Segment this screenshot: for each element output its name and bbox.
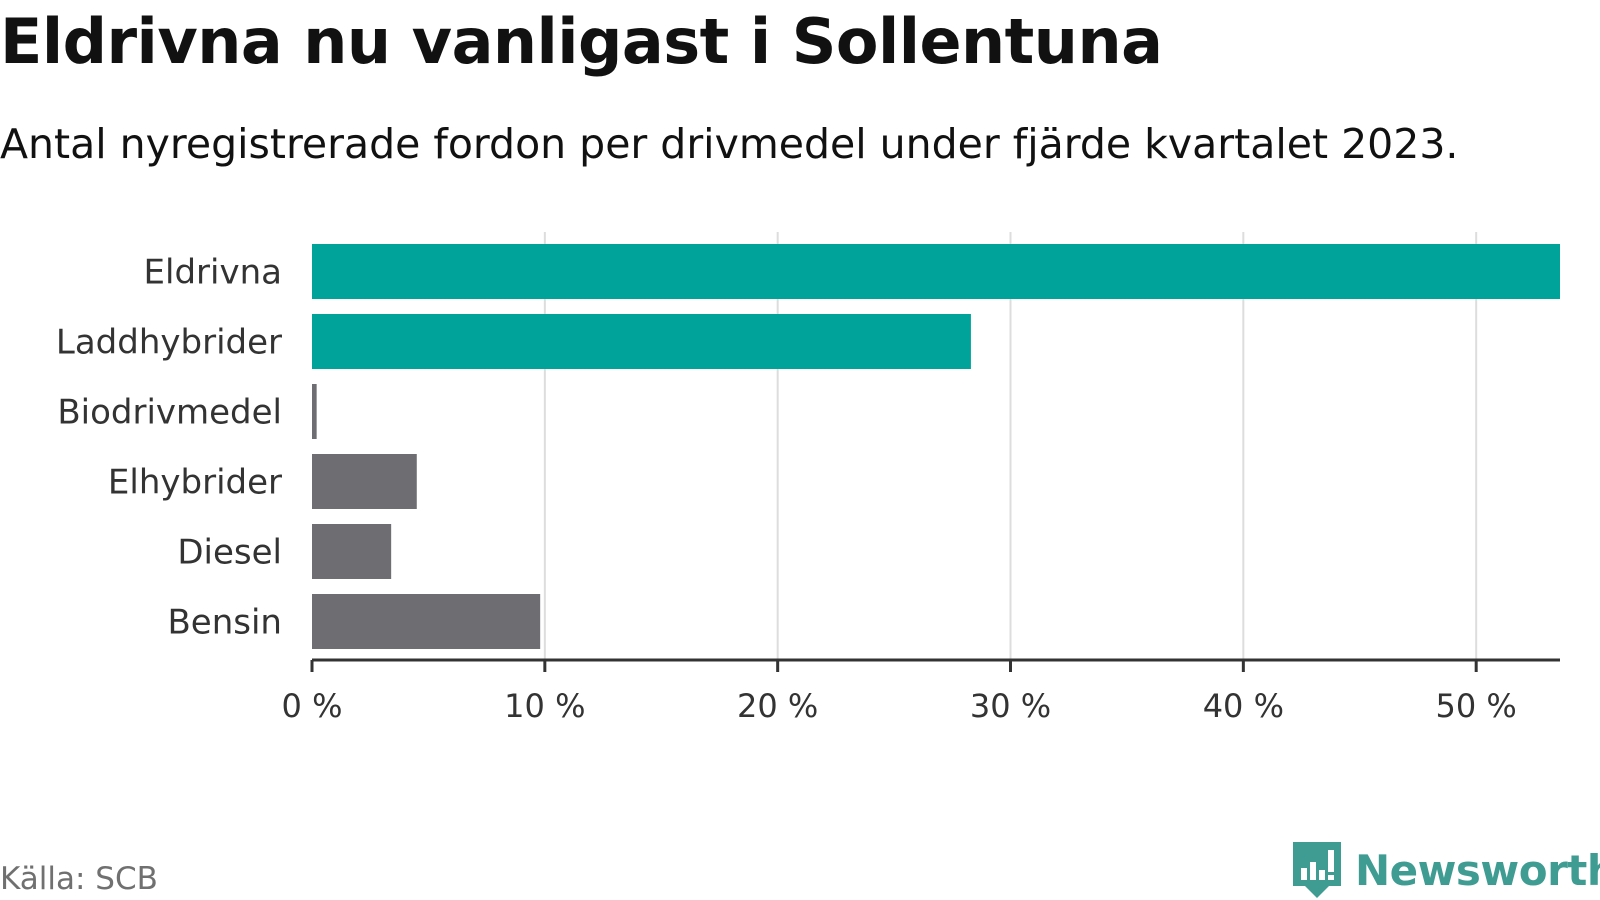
bar-biodrivmedel <box>312 384 317 439</box>
chart-subtitle: Antal nyregistrerade fordon per drivmede… <box>0 120 1459 168</box>
bar-chart: Eldrivna Laddhybrider Biodrivmedel Elhybrid… <box>56 232 1560 725</box>
category-labels: Eldrivna Laddhybrider Biodrivmedel Elhybrid… <box>56 253 282 643</box>
bar-bensin <box>312 594 541 649</box>
brand-logo: Newsworthy <box>1291 840 1600 900</box>
chart-title: Eldrivna nu vanligast i Sollentuna <box>0 5 1163 78</box>
brand-name: Newsworthy <box>1355 845 1600 895</box>
x-axis: 0 % 10 % 20 % 30 % 40 % 50 % <box>282 658 1560 725</box>
bar-eldrivna <box>312 244 1560 299</box>
x-tick-label-1: 10 % <box>504 687 585 725</box>
x-tick-label-4: 40 % <box>1203 687 1284 725</box>
bar-elhybrider <box>312 454 417 509</box>
category-label-elhybrider: Elhybrider <box>108 463 282 503</box>
category-label-diesel: Diesel <box>177 533 282 573</box>
source-note: Källa: SCB <box>0 861 158 897</box>
bars <box>312 244 1560 649</box>
newsworthy-logo-icon <box>1293 842 1341 898</box>
bar-diesel <box>312 524 392 579</box>
category-label-bensin: Bensin <box>167 603 282 643</box>
grid-lines <box>543 232 1478 660</box>
x-tick-label-5: 50 % <box>1436 687 1517 725</box>
category-label-biodrivmedel: Biodrivmedel <box>57 393 282 433</box>
x-tick-label-3: 30 % <box>970 687 1051 725</box>
x-tick-label-0: 0 % <box>282 687 343 725</box>
category-label-laddhybrider: Laddhybrider <box>56 323 282 363</box>
bar-laddhybrider <box>312 314 971 369</box>
x-tick-label-2: 20 % <box>737 687 818 725</box>
category-label-eldrivna: Eldrivna <box>144 253 282 293</box>
